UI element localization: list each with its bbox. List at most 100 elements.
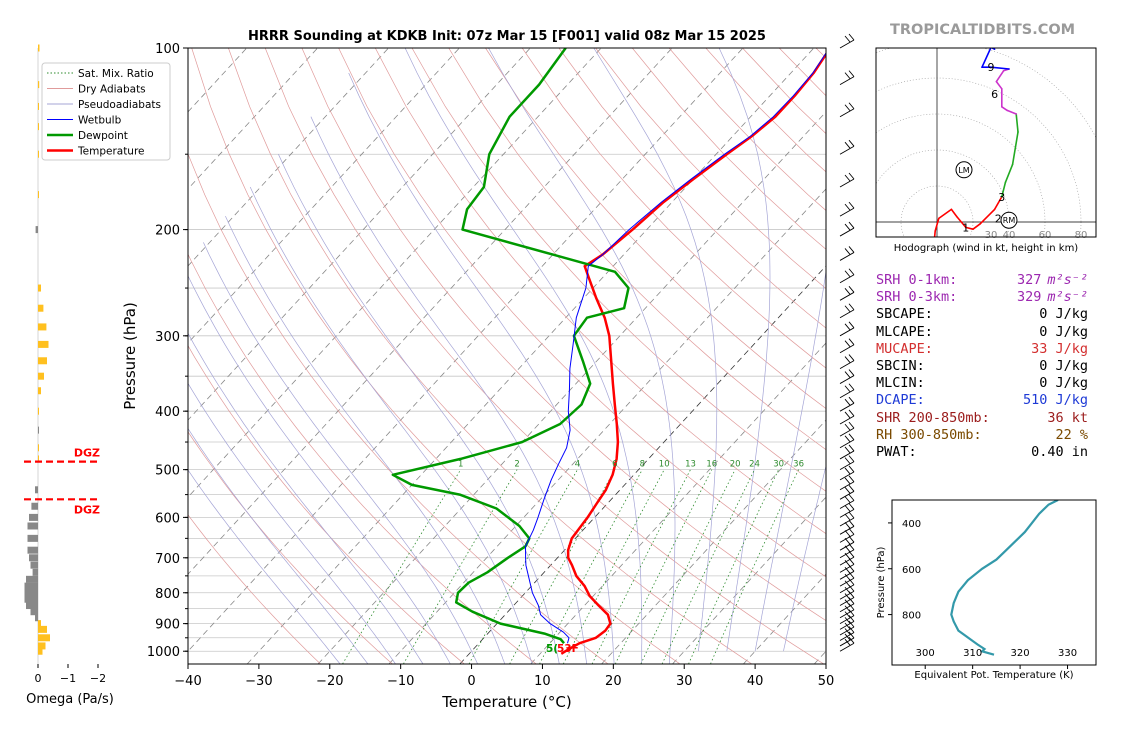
omega-bar xyxy=(38,407,39,415)
wind-barb xyxy=(839,172,855,188)
pseudoadiabat xyxy=(188,427,369,664)
y-tick-label: 700 xyxy=(155,552,180,567)
wind-barb xyxy=(839,503,855,518)
omega-bar xyxy=(38,620,41,628)
param-row: SBCAPE: 0 J/kg xyxy=(876,306,1096,323)
hodo-ring-label: 80 xyxy=(1075,230,1088,241)
param-value: 36 kt xyxy=(1047,409,1088,426)
pseudoadiabat xyxy=(188,382,396,664)
param-value: 329 m²s⁻² xyxy=(1016,289,1088,306)
wind-barb xyxy=(839,246,855,261)
omega-bar xyxy=(38,455,39,463)
pseudoadiabat xyxy=(249,186,533,664)
dry-adiabat xyxy=(374,48,826,535)
mix-ratio-label: 10 xyxy=(659,460,670,470)
surface-dewpoint-label: 5( xyxy=(546,643,558,655)
param-value: 22 % xyxy=(1055,426,1088,443)
param-label: RH 300-850mb: xyxy=(876,426,982,443)
mix-ratio-label: 8 xyxy=(640,460,645,470)
storm-motion-marker: RM xyxy=(1000,211,1018,229)
pseudoadiabat xyxy=(188,332,424,664)
hodo-segment xyxy=(950,208,958,218)
omega-tick-label: −1 xyxy=(60,672,76,685)
omega-bar xyxy=(38,387,41,395)
param-label: MUCAPE: xyxy=(876,340,933,357)
hodo-segment xyxy=(1004,163,1014,184)
omega-bar xyxy=(24,589,38,597)
theta-e-y-label: Pressure (hPa) xyxy=(876,547,887,619)
omega-bar xyxy=(38,284,41,292)
profile-dewpoint xyxy=(391,48,630,645)
param-row: MUCAPE: 33 J/kg xyxy=(876,341,1096,358)
param-label: SBCAPE: xyxy=(876,306,933,323)
y-tick-label: 300 xyxy=(155,330,180,345)
hodo-segment xyxy=(933,230,937,237)
wind-barb xyxy=(839,268,855,284)
mix-ratio-label: 4 xyxy=(575,460,580,470)
theta-e-plot xyxy=(950,500,1059,656)
pseudoadiabat xyxy=(310,116,588,664)
legend-label: Dewpoint xyxy=(78,130,128,142)
pseudoadiabat xyxy=(488,48,676,664)
omega-bar xyxy=(38,444,39,452)
omega-bar xyxy=(38,81,40,89)
x-tick-label: 0 xyxy=(467,674,475,689)
dry-adiabat xyxy=(228,48,753,664)
param-value: 510 J/kg xyxy=(1022,392,1088,409)
param-row: DCAPE: 510 J/kg xyxy=(876,392,1096,409)
omega-bar xyxy=(38,372,44,380)
mix-ratio-label: 2 xyxy=(514,460,519,470)
x-tick-label: 10 xyxy=(534,674,551,689)
param-label: MLCAPE: xyxy=(876,323,933,340)
omega-bar xyxy=(38,44,40,52)
mix-ratio-line xyxy=(710,469,799,664)
wind-barb xyxy=(839,543,855,559)
mix-ratio-label: 30 xyxy=(773,460,784,470)
y-tick-label: 1000 xyxy=(147,645,180,660)
skewt-plot-area xyxy=(0,48,826,664)
wind-barb xyxy=(839,383,855,399)
isotherm xyxy=(388,188,826,664)
wind-barb xyxy=(839,369,855,384)
isotherm xyxy=(246,48,815,664)
mix-ratio-line xyxy=(661,469,755,664)
theta-e-x-tick-label: 330 xyxy=(1058,648,1077,659)
dry-adiabat xyxy=(485,48,826,410)
wind-barb xyxy=(839,338,855,354)
hodo-segment xyxy=(934,217,940,232)
mix-ratio-line xyxy=(562,469,665,664)
mix-ratio-line xyxy=(688,469,779,664)
mix-ratio-label: 1 xyxy=(458,460,463,470)
wind-barb xyxy=(839,455,855,471)
omega-bar xyxy=(38,123,39,131)
y-tick-label: 600 xyxy=(155,511,180,526)
omega-tick-label: −2 xyxy=(90,672,106,685)
dry-adiabat xyxy=(264,48,824,664)
dry-adiabat xyxy=(558,48,826,329)
pseudoadiabat xyxy=(188,275,451,664)
profile-temperature xyxy=(560,52,826,655)
hodo-ring-label: 30 xyxy=(985,230,998,241)
theta-e-x-tick-label: 320 xyxy=(1011,648,1030,659)
param-row: SBCIN: 0 J/kg xyxy=(876,358,1096,375)
param-label: SRH 0-1km: xyxy=(876,272,958,288)
mix-ratio-line xyxy=(342,469,462,664)
omega-bar xyxy=(27,534,38,542)
legend-label: Sat. Mix. Ratio xyxy=(78,68,154,80)
dry-adiabat xyxy=(188,514,321,664)
hodograph-plot xyxy=(876,48,1096,237)
wind-barb xyxy=(839,396,855,412)
pseudoadiabat xyxy=(593,48,718,652)
wind-barb xyxy=(839,571,855,587)
wind-barb xyxy=(839,102,855,118)
param-unit: m²s⁻² xyxy=(1047,289,1088,306)
wind-barb xyxy=(839,354,855,369)
pseudoadiabat xyxy=(188,469,341,664)
wind-barb xyxy=(839,485,855,500)
isotherm xyxy=(0,48,34,664)
y-tick-label: 500 xyxy=(155,464,180,479)
x-tick-label: −10 xyxy=(387,674,414,689)
param-row: RH 300-850mb: 22 % xyxy=(876,427,1096,444)
omega-bar xyxy=(29,554,38,562)
param-value: 33 J/kg xyxy=(1031,340,1088,357)
